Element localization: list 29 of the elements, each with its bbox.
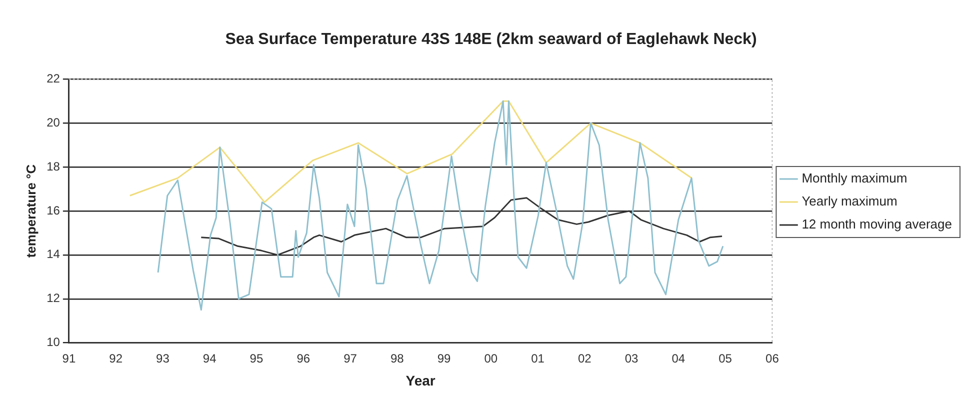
x-tick-label: 93: [156, 351, 170, 366]
x-tick-label: 04: [672, 351, 686, 366]
x-tick-label: 92: [109, 351, 123, 366]
x-tick-label: 97: [344, 351, 358, 366]
x-tick-label: 03: [624, 351, 639, 366]
y-tick-label: 22: [46, 72, 60, 86]
x-tick-label: 91: [62, 351, 76, 366]
x-tick-label: 94: [202, 351, 217, 366]
x-tick-label: 95: [250, 351, 264, 366]
y-tick-label: 16: [46, 203, 60, 218]
x-tick-label: 02: [578, 351, 592, 366]
x-tick-label: 96: [296, 351, 310, 366]
x-tick-label: 06: [766, 351, 780, 366]
chart-title: Sea Surface Temperature 43S 148E (2km seaward of Eaglehawk Neck): [225, 31, 757, 48]
legend-label: Monthly maximum: [802, 170, 908, 186]
x-axis-title: Year: [406, 372, 436, 388]
y-tick-label: 14: [46, 247, 60, 262]
y-tick-label: 20: [46, 115, 60, 130]
x-tick-label: 00: [484, 351, 498, 366]
x-tick-label: 05: [718, 351, 732, 366]
y-tick-label: 12: [46, 291, 60, 306]
x-tick-label: 98: [390, 351, 404, 366]
legend-label: 12 month moving average: [802, 216, 952, 232]
y-tick-label: 18: [46, 159, 60, 174]
x-tick-label: 99: [437, 351, 452, 366]
y-tick-label: 10: [46, 335, 60, 350]
legend-label: Yearly maximum: [802, 194, 898, 209]
y-axis-title: temperature °C: [23, 164, 38, 258]
x-tick-label: 01: [531, 351, 545, 366]
